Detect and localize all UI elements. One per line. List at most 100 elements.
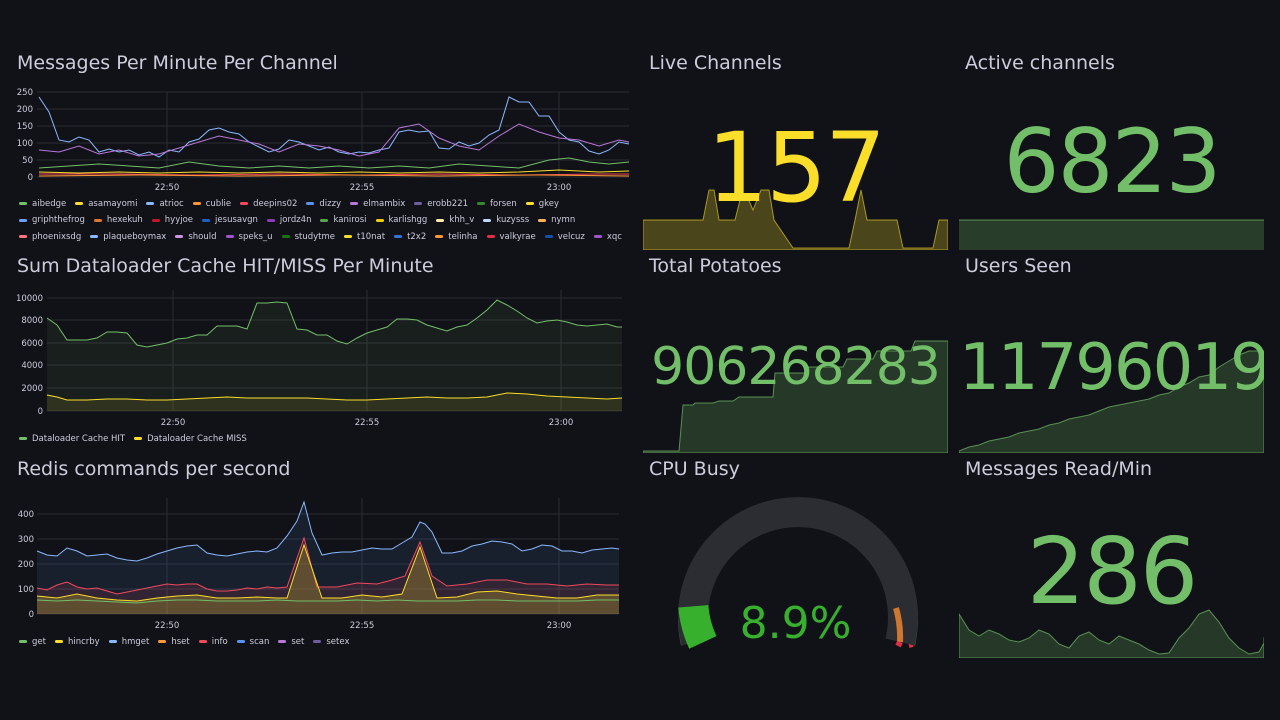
legend-swatch [278, 640, 286, 643]
legend-item[interactable]: jordz4n [267, 212, 312, 228]
panel-title[interactable]: Sum Dataloader Cache HIT/MISS Per Minute [17, 255, 434, 277]
legend-swatch [282, 235, 290, 238]
legend-item[interactable]: phoenixsdg [19, 229, 81, 245]
legend-label: kuzysss [496, 212, 529, 228]
legend-item[interactable]: speks_u [226, 229, 273, 245]
y-axis: 10000 8000 6000 4000 2000 0 [17, 294, 43, 417]
legend-label: velcuz [558, 229, 585, 245]
legend-swatch [477, 202, 485, 205]
y-tick-label: 0 [38, 407, 43, 417]
legend-label: elmambix [363, 196, 405, 212]
legend-item[interactable]: atrioc [146, 196, 183, 212]
legend-swatch [394, 235, 402, 238]
legend-item[interactable]: t10nat [344, 229, 385, 245]
legend-item[interactable]: forsen [477, 196, 517, 212]
legend-item[interactable]: hincrby [55, 634, 100, 650]
legend-label: get [32, 634, 46, 650]
legend-swatch [376, 219, 384, 222]
legend-label: hexekuh [107, 212, 143, 228]
y-tick-label: 100 [17, 139, 33, 149]
legend-label: khh_v [449, 212, 474, 228]
legend-swatch [313, 640, 321, 643]
legend-item[interactable]: should [175, 229, 216, 245]
y-tick-label: 0 [28, 173, 33, 183]
x-tick-label: 22:55 [355, 418, 380, 428]
legend-swatch [226, 235, 234, 238]
panel-title[interactable]: Messages Per Minute Per Channel [17, 52, 338, 74]
legend-label: Dataloader Cache MISS [147, 431, 247, 447]
y-tick-label: 250 [17, 88, 33, 98]
legend-item[interactable]: get [19, 634, 46, 650]
redis-commands-panel: Redis commands per second 400 300 200 10… [17, 458, 632, 653]
x-tick-label: 22:55 [350, 183, 375, 193]
legend-label: t2x2 [407, 229, 426, 245]
legend-item[interactable]: kanirosi [320, 212, 366, 228]
legend-label: nymn [551, 212, 575, 228]
redis-commands-chart[interactable]: 400 300 200 100 0 22:50 22:55 23:00 [17, 488, 632, 638]
legend-swatch [202, 219, 210, 222]
x-axis: 22:50 22:55 23:00 [161, 418, 574, 428]
x-axis: 22:50 22:55 23:00 [155, 621, 572, 631]
legend-item[interactable]: setex [313, 634, 349, 650]
legend-item[interactable]: valkyrae [487, 229, 536, 245]
legend-item[interactable]: deepins02 [240, 196, 297, 212]
legend-item[interactable]: Dataloader Cache MISS [134, 431, 247, 447]
legend-swatch [19, 219, 27, 222]
legend-item[interactable]: nymn [538, 212, 575, 228]
legend-item[interactable]: hmget [109, 634, 150, 650]
legend-item[interactable]: elmambix [350, 196, 405, 212]
grid [37, 92, 629, 177]
legend-swatch [435, 235, 443, 238]
active-channels-value: 6823 [959, 110, 1264, 213]
dataloader-cache-panel: Sum Dataloader Cache HIT/MISS Per Minute… [17, 255, 632, 450]
y-tick-label: 0 [29, 610, 34, 620]
legend-item[interactable]: info [199, 634, 228, 650]
x-tick-label: 23:00 [547, 621, 572, 631]
legend-item[interactable]: dizzy [306, 196, 341, 212]
legend-item[interactable]: telinha [435, 229, 477, 245]
legend-item[interactable]: karlishgg [376, 212, 428, 228]
legend-item[interactable]: asamayomi [75, 196, 137, 212]
dataloader-cache-chart[interactable]: 10000 8000 6000 4000 2000 0 22:50 22:55 … [17, 285, 632, 435]
legend-item[interactable]: plaqueboymax [90, 229, 166, 245]
legend-label: scan [250, 634, 270, 650]
y-tick-label: 300 [18, 535, 34, 545]
legend-label: asamayomi [88, 196, 137, 212]
legend-item[interactable]: hset [158, 634, 189, 650]
panel-title[interactable]: Redis commands per second [17, 458, 290, 480]
legend-item[interactable]: hyyjoe [152, 212, 193, 228]
legend-swatch [199, 640, 207, 643]
legend-swatch [134, 437, 142, 440]
legend-label: valkyrae [500, 229, 536, 245]
legend-item[interactable]: kuzysss [483, 212, 529, 228]
legend-item[interactable]: scan [237, 634, 270, 650]
legend-item[interactable]: studytme [282, 229, 335, 245]
legend-label: t10nat [357, 229, 385, 245]
legend-item[interactable]: griphthefrog [19, 212, 85, 228]
legend-swatch [538, 219, 546, 222]
legend-item[interactable]: khh_v [436, 212, 474, 228]
y-axis: 250 200 150 100 50 0 [17, 88, 33, 183]
messages-read-value: 286 [959, 518, 1264, 625]
legend-label: forsen [490, 196, 517, 212]
legend-item[interactable]: erobb221 [414, 196, 468, 212]
messages-per-minute-panel: Messages Per Minute Per Channel 250 200 … [17, 52, 632, 247]
legend-label: plaqueboymax [103, 229, 166, 245]
legend-label: aibedge [32, 196, 66, 212]
legend-item[interactable]: velcuz [545, 229, 585, 245]
legend-swatch [193, 202, 201, 205]
legend-item[interactable]: xqc [594, 229, 622, 245]
y-tick-label: 400 [18, 510, 34, 520]
legend-item[interactable]: gkey [526, 196, 559, 212]
legend-item[interactable]: t2x2 [394, 229, 426, 245]
total-potatoes-panel: Total Potatoes 906268283 [643, 255, 948, 453]
legend-item[interactable]: set [278, 634, 304, 650]
legend-label: hincrby [68, 634, 100, 650]
legend-item[interactable]: Dataloader Cache HIT [19, 431, 125, 447]
legend-item[interactable]: jesusavgn [202, 212, 258, 228]
legend-swatch [75, 202, 83, 205]
legend-item[interactable]: hexekuh [94, 212, 143, 228]
legend-item[interactable]: aibedge [19, 196, 66, 212]
legend-item[interactable]: cublie [193, 196, 231, 212]
y-axis: 400 300 200 100 0 [18, 510, 34, 620]
